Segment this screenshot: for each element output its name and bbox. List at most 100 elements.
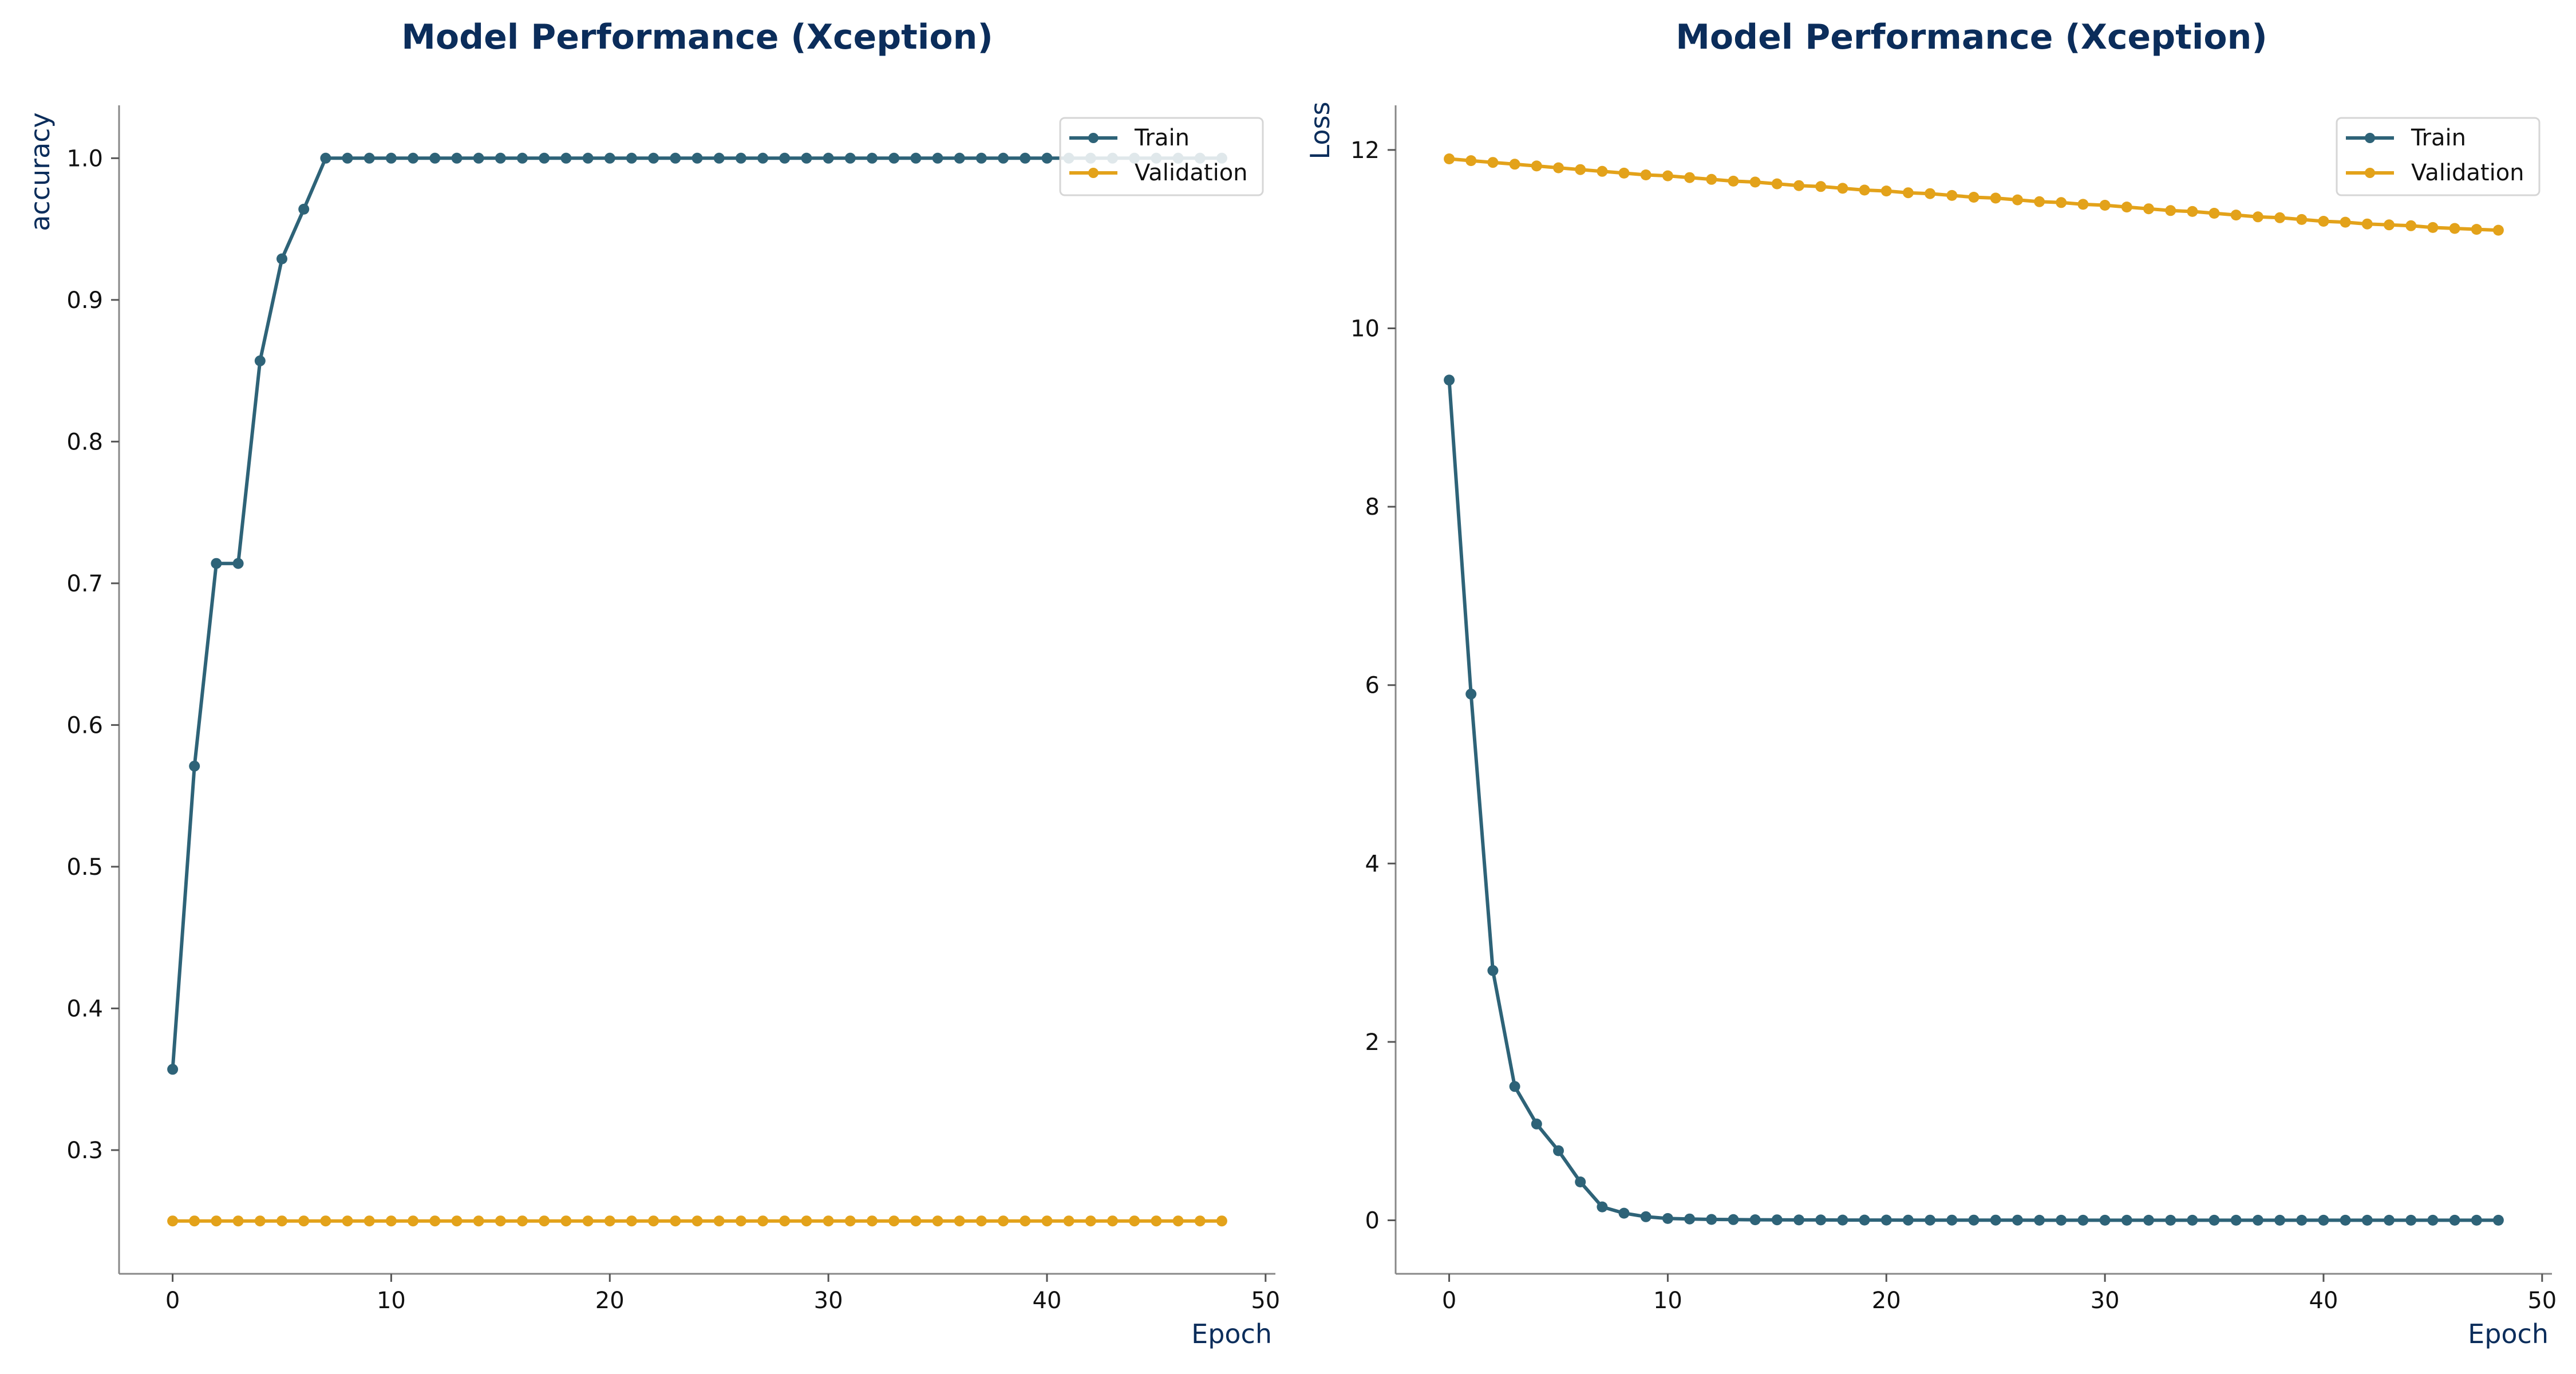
data-point-train: [2361, 1214, 2373, 1226]
data-point-train: [2471, 1214, 2482, 1226]
data-point-validation: [1129, 1215, 1140, 1227]
data-point-validation: [2143, 203, 2154, 215]
plot-area: [1444, 153, 2504, 1226]
legend-marker-validation: [1088, 168, 1099, 178]
data-point-validation: [385, 1215, 397, 1227]
data-point-validation: [2165, 205, 2176, 216]
data-point-train: [1837, 1214, 1848, 1226]
data-point-validation: [1041, 1215, 1053, 1227]
data-point-train: [2099, 1214, 2111, 1226]
y-tick-label: 0.3: [66, 1138, 103, 1164]
data-point-train: [2296, 1214, 2308, 1226]
data-point-validation: [823, 1215, 834, 1227]
data-point-train: [779, 152, 791, 164]
legend-marker-train: [2365, 133, 2375, 143]
data-point-validation: [495, 1215, 506, 1227]
data-point-train: [2252, 1214, 2263, 1226]
data-point-train: [342, 152, 353, 164]
data-point-validation: [2252, 211, 2263, 223]
data-point-train: [670, 152, 681, 164]
data-point-train: [823, 152, 834, 164]
data-point-train: [2230, 1214, 2242, 1226]
data-point-train: [232, 558, 244, 569]
data-point-validation: [2187, 206, 2198, 217]
data-point-validation: [1509, 159, 1520, 170]
data-point-validation: [1020, 1215, 1031, 1227]
data-point-validation: [713, 1215, 725, 1227]
data-point-validation: [1728, 175, 1739, 187]
x-tick-label: 10: [1653, 1288, 1682, 1314]
x-tick-label: 30: [2091, 1288, 2120, 1314]
x-tick-label: 40: [2309, 1288, 2338, 1314]
data-point-train: [2143, 1214, 2154, 1226]
data-point-validation: [232, 1215, 244, 1227]
data-point-validation: [1618, 167, 1630, 179]
data-point-validation: [1640, 169, 1652, 180]
data-point-validation: [2274, 212, 2286, 223]
data-point-validation: [1662, 170, 1673, 181]
y-tick-label: 8: [1365, 494, 1380, 520]
data-point-train: [932, 152, 943, 164]
data-point-validation: [1793, 180, 1804, 191]
data-point-train: [1946, 1214, 1958, 1226]
data-point-validation: [1859, 184, 1870, 196]
data-point-validation: [364, 1215, 375, 1227]
data-point-train: [560, 152, 572, 164]
data-point-train: [320, 152, 331, 164]
data-point-train: [1815, 1214, 1827, 1226]
data-point-validation: [2077, 199, 2089, 210]
x-tick-label: 0: [165, 1288, 180, 1314]
data-point-validation: [757, 1215, 769, 1227]
y-axis-label: Loss: [1305, 102, 1336, 160]
data-point-train: [473, 152, 484, 164]
data-point-validation: [2340, 216, 2351, 228]
data-point-train: [385, 152, 397, 164]
data-point-validation: [298, 1215, 310, 1227]
x-tick-label: 30: [814, 1288, 843, 1314]
x-tick-label: 20: [595, 1288, 625, 1314]
data-point-train: [2492, 1214, 2504, 1226]
data-point-train: [2208, 1214, 2220, 1226]
data-point-train: [1640, 1211, 1652, 1222]
data-point-train: [2340, 1214, 2351, 1226]
data-point-validation: [1063, 1215, 1074, 1227]
data-point-validation: [1531, 160, 1542, 172]
y-tick-label: 12: [1350, 137, 1380, 164]
data-point-train: [2077, 1214, 2089, 1226]
y-tick-label: 0.7: [66, 571, 103, 597]
x-tick-label: 50: [2527, 1288, 2557, 1314]
data-point-train: [844, 152, 856, 164]
y-tick-label: 0.6: [66, 712, 103, 739]
data-point-validation: [1946, 189, 1958, 201]
data-point-validation: [2492, 224, 2504, 236]
x-tick-label: 0: [1442, 1288, 1456, 1314]
data-point-train: [495, 152, 506, 164]
data-point-validation: [2318, 216, 2329, 227]
loss-panel: Model Performance (Xception) Loss Epoch …: [1305, 17, 2557, 1349]
data-point-validation: [2056, 197, 2067, 208]
data-point-train: [1575, 1176, 1586, 1187]
y-tick-label: 1.0: [66, 145, 103, 172]
data-point-train: [1749, 1214, 1761, 1226]
x-axis-label: Epoch: [2468, 1318, 2549, 1349]
y-tick-label: 10: [1350, 316, 1380, 342]
data-point-train: [867, 152, 878, 164]
data-point-train: [408, 152, 419, 164]
data-point-train: [429, 152, 441, 164]
data-point-train: [910, 152, 922, 164]
data-point-validation: [582, 1215, 594, 1227]
data-point-validation: [2230, 210, 2242, 221]
data-point-train: [735, 152, 746, 164]
data-point-train: [1465, 688, 1477, 700]
data-point-train: [167, 1064, 179, 1075]
data-point-train: [1553, 1145, 1564, 1156]
data-point-validation: [2012, 194, 2023, 206]
data-point-train: [517, 152, 528, 164]
data-point-train: [1793, 1214, 1804, 1226]
data-point-validation: [779, 1215, 791, 1227]
data-point-validation: [167, 1215, 179, 1227]
y-tick-label: 0.4: [66, 996, 103, 1022]
data-point-train: [2034, 1214, 2045, 1226]
data-point-train: [1618, 1207, 1630, 1219]
data-point-train: [1880, 1214, 1892, 1226]
